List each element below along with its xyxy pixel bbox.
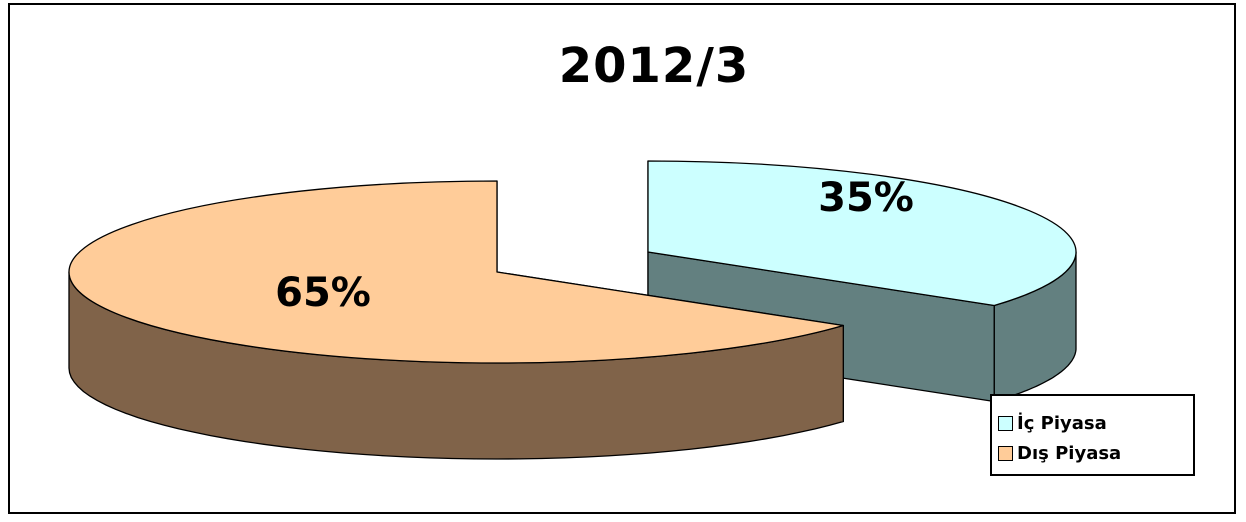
data-label-1: 65%	[275, 270, 371, 316]
data-label-0: 35%	[818, 175, 914, 221]
slice-top-0	[647, 160, 1077, 307]
legend: İç Piyasa Dış Piyasa	[990, 394, 1195, 476]
legend-item-ic-piyasa: İç Piyasa	[998, 408, 1193, 438]
slice-top-1	[68, 180, 844, 364]
pie-slice-1	[68, 180, 844, 460]
legend-swatch-dis-piyasa	[998, 445, 1013, 461]
legend-item-dis-piyasa: Dış Piyasa	[998, 438, 1193, 468]
chart-title: 2012/3	[558, 38, 750, 94]
legend-swatch-ic-piyasa	[998, 415, 1013, 431]
legend-label-dis-piyasa: Dış Piyasa	[1017, 442, 1122, 464]
legend-label-ic-piyasa: İç Piyasa	[1017, 412, 1107, 434]
